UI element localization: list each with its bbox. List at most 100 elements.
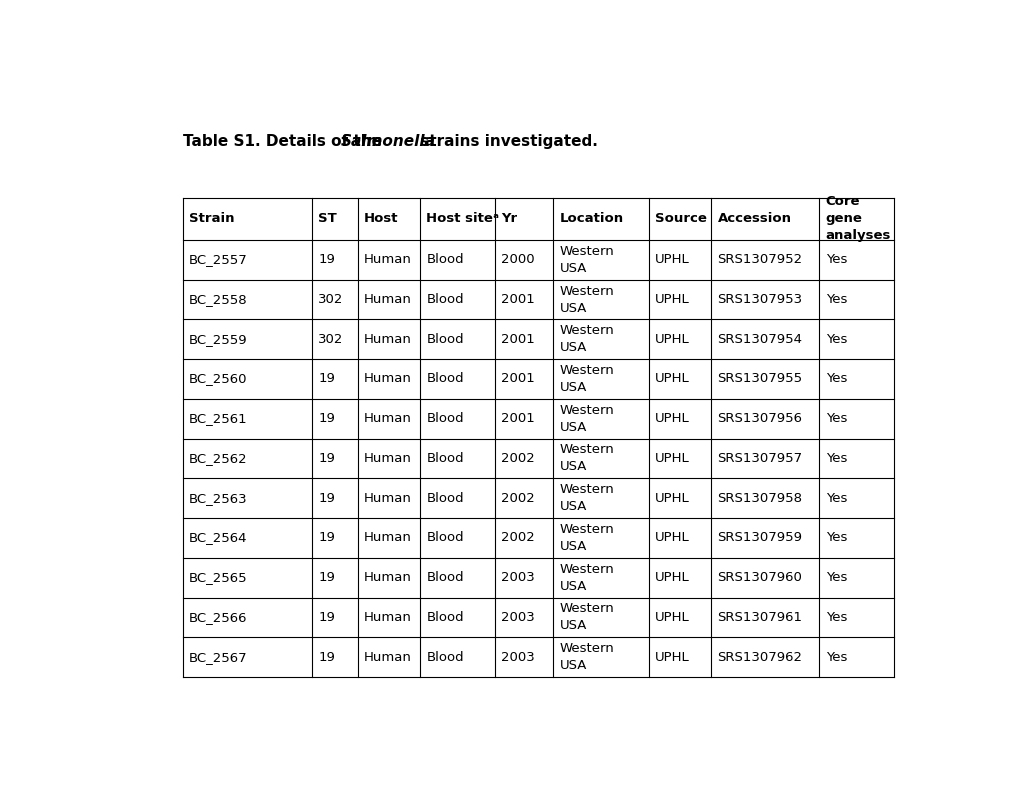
Text: SRS1307961: SRS1307961	[716, 611, 802, 624]
Text: BC_2564: BC_2564	[189, 531, 248, 545]
Text: Human: Human	[364, 531, 412, 545]
Text: UPHL: UPHL	[654, 531, 689, 545]
Text: Human: Human	[364, 253, 412, 266]
Text: Western
USA: Western USA	[558, 483, 613, 513]
Text: UPHL: UPHL	[654, 571, 689, 584]
Text: Yr: Yr	[500, 212, 517, 225]
Text: 2003: 2003	[500, 611, 534, 624]
Text: Accession: Accession	[716, 212, 791, 225]
Text: Blood: Blood	[426, 531, 464, 545]
Text: Blood: Blood	[426, 253, 464, 266]
Text: SRS1307956: SRS1307956	[716, 412, 802, 426]
Text: Yes: Yes	[825, 492, 846, 504]
Text: Source: Source	[654, 212, 706, 225]
Text: Human: Human	[364, 412, 412, 426]
Text: BC_2561: BC_2561	[189, 412, 248, 426]
Text: Yes: Yes	[825, 373, 846, 385]
Text: 19: 19	[318, 651, 334, 663]
Text: 2003: 2003	[500, 571, 534, 584]
Text: 2001: 2001	[500, 373, 534, 385]
Text: 2002: 2002	[500, 531, 534, 545]
Text: Yes: Yes	[825, 412, 846, 426]
Text: BC_2563: BC_2563	[189, 492, 248, 504]
Text: Human: Human	[364, 571, 412, 584]
Text: BC_2567: BC_2567	[189, 651, 248, 663]
Text: 19: 19	[318, 531, 334, 545]
Text: Western
USA: Western USA	[558, 523, 613, 553]
Text: Western
USA: Western USA	[558, 444, 613, 474]
Text: UPHL: UPHL	[654, 651, 689, 663]
Text: UPHL: UPHL	[654, 492, 689, 504]
Text: Western
USA: Western USA	[558, 245, 613, 275]
Text: 19: 19	[318, 492, 334, 504]
Text: Core
gene
analyses: Core gene analyses	[825, 195, 891, 242]
Text: SRS1307954: SRS1307954	[716, 333, 802, 346]
Text: 2000: 2000	[500, 253, 534, 266]
Text: 19: 19	[318, 412, 334, 426]
Text: 2003: 2003	[500, 651, 534, 663]
Text: 2001: 2001	[500, 412, 534, 426]
Text: Host siteᵃ: Host siteᵃ	[426, 212, 499, 225]
Text: BC_2557: BC_2557	[189, 253, 248, 266]
Text: BC_2565: BC_2565	[189, 571, 248, 584]
Text: Blood: Blood	[426, 611, 464, 624]
Text: Blood: Blood	[426, 452, 464, 465]
Text: Blood: Blood	[426, 492, 464, 504]
Text: Yes: Yes	[825, 253, 846, 266]
Text: UPHL: UPHL	[654, 293, 689, 306]
Text: UPHL: UPHL	[654, 611, 689, 624]
Text: Yes: Yes	[825, 333, 846, 346]
Text: Yes: Yes	[825, 651, 846, 663]
Text: Yes: Yes	[825, 611, 846, 624]
Text: SRS1307953: SRS1307953	[716, 293, 802, 306]
Text: Yes: Yes	[825, 531, 846, 545]
Text: SRS1307952: SRS1307952	[716, 253, 802, 266]
Text: Human: Human	[364, 293, 412, 306]
Text: Human: Human	[364, 452, 412, 465]
Text: SRS1307955: SRS1307955	[716, 373, 802, 385]
Text: Yes: Yes	[825, 452, 846, 465]
Text: Yes: Yes	[825, 571, 846, 584]
Text: 19: 19	[318, 571, 334, 584]
Text: Human: Human	[364, 492, 412, 504]
Text: Human: Human	[364, 373, 412, 385]
Text: UPHL: UPHL	[654, 412, 689, 426]
Text: Yes: Yes	[825, 293, 846, 306]
Text: Western
USA: Western USA	[558, 603, 613, 633]
Text: Blood: Blood	[426, 373, 464, 385]
Text: Western
USA: Western USA	[558, 324, 613, 355]
Text: 19: 19	[318, 253, 334, 266]
Text: Western
USA: Western USA	[558, 364, 613, 394]
Text: BC_2562: BC_2562	[189, 452, 248, 465]
Text: BC_2559: BC_2559	[189, 333, 248, 346]
Text: 302: 302	[318, 333, 343, 346]
Text: Strain: Strain	[189, 212, 234, 225]
Text: Human: Human	[364, 333, 412, 346]
Text: BC_2560: BC_2560	[189, 373, 248, 385]
Text: 19: 19	[318, 611, 334, 624]
Text: 2002: 2002	[500, 492, 534, 504]
Text: SRS1307958: SRS1307958	[716, 492, 802, 504]
Text: Blood: Blood	[426, 333, 464, 346]
Text: Western
USA: Western USA	[558, 284, 613, 314]
Text: Blood: Blood	[426, 412, 464, 426]
Text: Salmonella: Salmonella	[340, 134, 435, 149]
Text: Table S1. Details of the: Table S1. Details of the	[182, 134, 386, 149]
Text: Western
USA: Western USA	[558, 642, 613, 672]
Text: BC_2558: BC_2558	[189, 293, 248, 306]
Text: Western
USA: Western USA	[558, 403, 613, 433]
Text: Western
USA: Western USA	[558, 563, 613, 593]
Text: 2001: 2001	[500, 333, 534, 346]
Text: Host: Host	[364, 212, 398, 225]
Text: 2002: 2002	[500, 452, 534, 465]
Text: Blood: Blood	[426, 293, 464, 306]
Text: BC_2566: BC_2566	[189, 611, 248, 624]
Text: 302: 302	[318, 293, 343, 306]
Text: UPHL: UPHL	[654, 333, 689, 346]
Text: ST: ST	[318, 212, 336, 225]
Text: SRS1307962: SRS1307962	[716, 651, 802, 663]
Text: 19: 19	[318, 373, 334, 385]
Text: Human: Human	[364, 651, 412, 663]
Text: Location: Location	[558, 212, 623, 225]
Text: SRS1307960: SRS1307960	[716, 571, 802, 584]
